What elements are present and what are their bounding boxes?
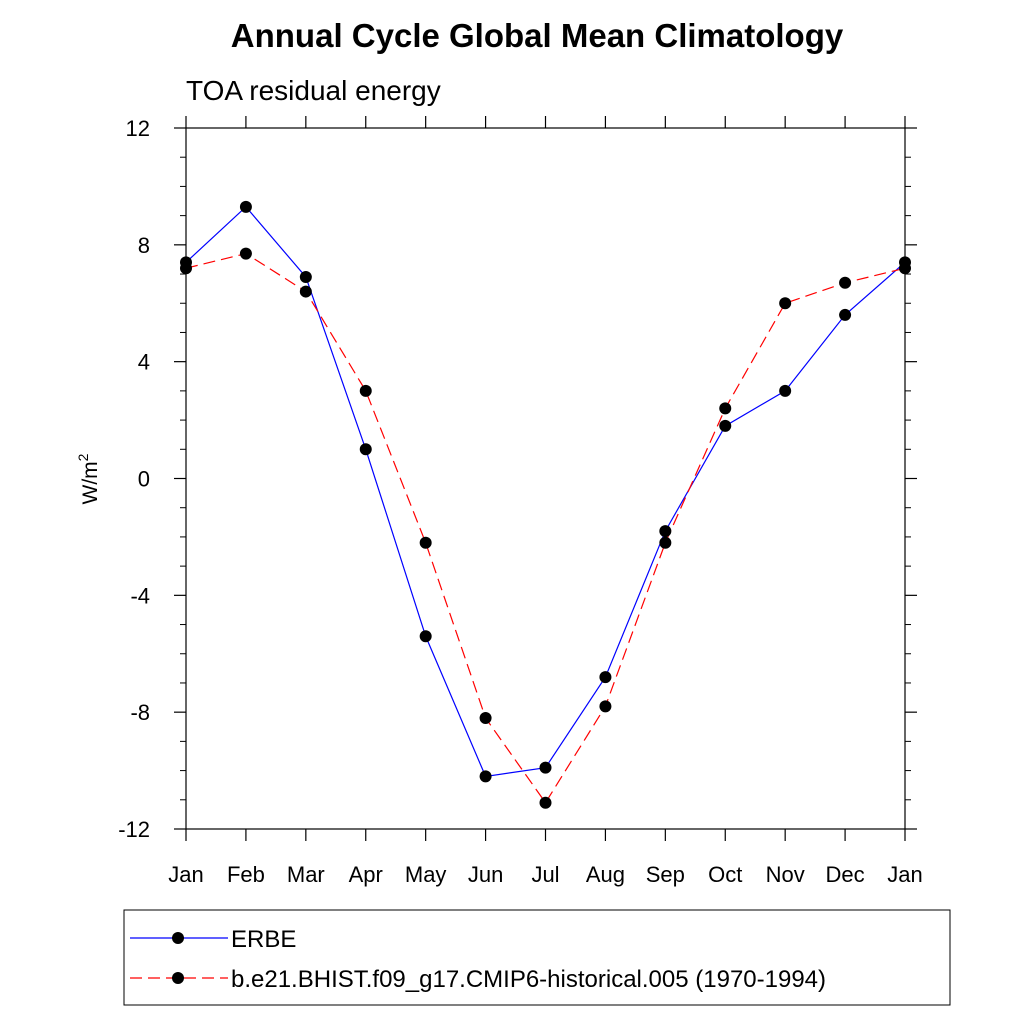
legend: ERBE b.e21.BHIST.f09_g17.CMIP6-historical… xyxy=(130,926,826,993)
series-1-point xyxy=(779,384,792,397)
x-tick-label: Nov xyxy=(766,862,805,887)
series-1-point xyxy=(839,308,852,321)
series-2-point xyxy=(839,276,852,289)
series-1-point xyxy=(419,630,432,643)
series-1-point xyxy=(239,200,252,213)
series-1-point xyxy=(479,770,492,783)
y-tick-label: -8 xyxy=(130,700,150,725)
x-tick-label: Apr xyxy=(349,862,383,887)
series-2-point xyxy=(719,402,732,415)
axis-ticks xyxy=(174,116,917,841)
legend-marker-1 xyxy=(172,932,184,944)
series-2-point xyxy=(899,262,911,275)
series-line-2 xyxy=(185,252,906,804)
series-2-point xyxy=(659,536,672,549)
y-tick-label: 0 xyxy=(138,467,150,492)
series-1-point xyxy=(299,270,312,283)
x-tick-label: May xyxy=(405,862,447,887)
y-tick-label: 12 xyxy=(126,116,150,141)
series-layer xyxy=(180,200,911,809)
y-tick-label: -4 xyxy=(130,583,150,608)
series-2-point xyxy=(779,297,792,310)
x-tick-label: Oct xyxy=(708,862,742,887)
x-tick-label: Dec xyxy=(826,862,865,887)
plot-frame xyxy=(185,127,906,830)
y-axis-tick-labels: 12 8 4 0 -4 -8 -12 xyxy=(118,116,150,842)
legend-marker-2 xyxy=(172,972,184,984)
series-2-point xyxy=(180,262,192,275)
x-tick-label: Jan xyxy=(887,862,922,887)
chart-subtitle: TOA residual energy xyxy=(186,75,441,106)
series-1-point xyxy=(659,525,672,538)
series-2-point xyxy=(479,712,492,725)
y-tick-label: 4 xyxy=(138,350,150,375)
x-tick-label: Jan xyxy=(168,862,203,887)
y-axis-label-text: W/m xyxy=(79,461,102,504)
x-tick-label: Jul xyxy=(531,862,559,887)
series-2-point xyxy=(539,796,552,809)
series-2-point xyxy=(239,247,252,260)
legend-label-1: ERBE xyxy=(231,926,296,953)
chart-title: Annual Cycle Global Mean Climatology xyxy=(231,17,844,54)
series-1-point xyxy=(539,761,552,774)
x-axis-tick-labels: Jan Feb Mar Apr May Jun Jul Aug Sep Oct Nov Dec Jan xyxy=(168,862,922,887)
series-2-point xyxy=(419,536,432,549)
series-2-point xyxy=(299,285,312,298)
series-1-point xyxy=(359,443,372,456)
x-tick-label: Feb xyxy=(227,862,265,887)
x-tick-label: Aug xyxy=(586,862,625,887)
series-2-point xyxy=(359,384,372,397)
x-tick-label: Mar xyxy=(287,862,325,887)
x-tick-label: Jun xyxy=(468,862,503,887)
series-1-point xyxy=(719,419,732,432)
legend-box xyxy=(123,909,951,1006)
x-tick-label: Sep xyxy=(646,862,685,887)
y-tick-label: 8 xyxy=(138,233,150,258)
y-tick-label: -12 xyxy=(118,817,150,842)
y-axis-label: W/m2 xyxy=(75,453,102,504)
legend-label-2: b.e21.BHIST.f09_g17.CMIP6-historical.005… xyxy=(231,966,826,993)
series-1-point xyxy=(599,671,612,684)
series-2-point xyxy=(599,700,612,713)
series-line-1 xyxy=(185,205,906,778)
y-axis-label-superscript: 2 xyxy=(75,453,91,461)
